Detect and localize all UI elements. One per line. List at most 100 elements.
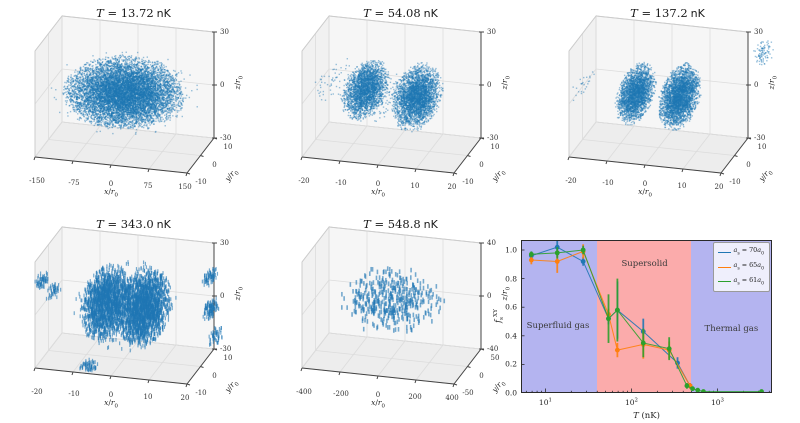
z-axis-label: z/r0	[500, 286, 512, 301]
region-label: Supersolid	[621, 259, 668, 270]
scatter3d-canvas	[0, 0, 267, 211]
z-tick-label: 0	[487, 292, 492, 300]
z-tick-label: 30	[220, 239, 229, 247]
ylabel-sup: XY	[492, 309, 499, 317]
z-axis-label: z/r0	[767, 75, 779, 90]
y-tick-label: 10	[223, 143, 233, 151]
y-tick-label: 0	[212, 371, 217, 380]
title-unit: nK	[690, 7, 705, 20]
y-tick-label: 50	[490, 354, 500, 362]
region-label: Thermal gas	[704, 323, 759, 334]
x-tick-label: 400	[445, 394, 459, 402]
title-unit: nK	[423, 218, 438, 231]
x-tick-label: 10	[677, 181, 687, 190]
title-value: = 13.72	[103, 6, 154, 20]
x-tick-label: -200	[333, 389, 349, 398]
x-axis-label: x/r0	[104, 187, 118, 199]
x-tick-label: 10	[143, 392, 153, 401]
panel-title: T = 54.08 nK	[267, 6, 534, 20]
x-tick-label: 200	[408, 392, 422, 401]
title-variable: T	[96, 217, 104, 231]
z-axis-label: z/r0	[233, 286, 245, 301]
z-tick-label: 40	[487, 239, 496, 247]
z-tick-label: 30	[487, 28, 496, 36]
legend-label: as = 61a0	[733, 275, 764, 286]
y-tick-label: 0.6	[505, 302, 517, 312]
x-tick-label: 75	[143, 181, 153, 190]
z-tick-label: 0	[754, 81, 759, 89]
x-tick-label: -20	[31, 388, 43, 396]
x-tick-mantissa: 10	[624, 397, 635, 407]
x-tick-label: 102	[625, 397, 638, 407]
y-tick-label: -10	[195, 389, 207, 397]
x-tick-label: -150	[29, 177, 45, 185]
scatter3d-canvas	[0, 211, 267, 422]
y-tick-label: -50	[462, 389, 474, 397]
z-axis-label: z/r0	[233, 75, 245, 90]
x-tick-label: 0	[108, 180, 114, 188]
region-label: Superfluid gas	[526, 320, 590, 331]
x-tick-label: 101	[539, 397, 552, 407]
legend-entry: as = 70a0	[717, 245, 764, 260]
ylabel-sub: s	[499, 316, 506, 320]
panel-title: T = 343.0 nK	[0, 217, 267, 231]
x-axis-label: x/r0	[371, 187, 385, 199]
z-tick-label: 0	[487, 81, 492, 89]
x-axis-label: x/r0	[104, 398, 118, 410]
scatter3d-panel-548.8nK: T = 548.8 nK -400 -200 0 200 400 -50 0 50 -40 0 40 x…	[267, 211, 534, 422]
scatter3d-canvas	[267, 211, 534, 422]
x-tick-exponent: 3	[720, 397, 724, 404]
x-tick-label: -10	[602, 178, 614, 187]
y-tick-label: 0	[479, 371, 484, 380]
x-tick-label: 0	[375, 180, 381, 188]
z-axis-label: z/r0	[500, 75, 512, 90]
x-tick-label: 0	[375, 391, 381, 399]
legend-entry: as = 61a0	[717, 275, 764, 290]
legend-label: as = 65a0	[733, 260, 764, 272]
x-axis-label: x/r0	[638, 187, 652, 199]
y-tick-label: 1.0	[505, 245, 517, 255]
x-tick-exponent: 1	[548, 397, 552, 404]
scatter3d-canvas	[267, 0, 534, 211]
x-tick-label: -10	[68, 389, 80, 398]
y-tick-label: 0	[746, 160, 751, 169]
panel-title: T = 137.2 nK	[534, 6, 800, 20]
x-tick-exponent: 2	[634, 397, 638, 404]
x-tick-label: 20	[447, 183, 457, 191]
z-tick-label: 0	[220, 292, 225, 300]
x-tick-label: 20	[180, 394, 190, 402]
title-value: = 548.8	[370, 217, 421, 231]
y-tick-label: 0.0	[505, 388, 517, 398]
legend-entry: as = 65a0	[717, 260, 764, 275]
title-value: = 343.0	[103, 217, 154, 231]
title-variable: T	[363, 6, 371, 20]
z-tick-label: 30	[220, 28, 229, 36]
x-tick-label: -75	[68, 178, 80, 187]
scatter3d-canvas	[534, 0, 800, 211]
title-unit: nK	[156, 218, 171, 231]
y-tick-label: 10	[757, 143, 767, 151]
xlabel-variable: T	[633, 411, 639, 421]
z-tick-label: -40	[487, 345, 499, 353]
x-axis-label: x/r0	[371, 398, 385, 410]
y-tick-label: -10	[195, 178, 207, 186]
y-tick-label: 10	[223, 354, 233, 362]
y-tick-label: -10	[729, 178, 741, 186]
legend-label: as = 70a0	[733, 246, 764, 257]
x-tick-mantissa: 10	[711, 397, 721, 407]
y-tick-label: 0.2	[505, 359, 517, 369]
panel-title: T = 13.72 nK	[0, 6, 267, 20]
x-tick-label: -20	[298, 177, 310, 185]
phase-xlabel: T (nK)	[521, 411, 772, 421]
z-tick-label: -30	[754, 134, 766, 142]
z-tick-label: -30	[220, 345, 232, 353]
x-tick-label: 103	[711, 397, 724, 407]
scatter3d-panel-137.2nK: T = 137.2 nK -20 -10 0 10 20 -10 0 10 -30 0 30 x/r0 y…	[534, 0, 800, 211]
phase-ylabel: fsXY	[493, 309, 505, 323]
x-tick-label: -10	[335, 178, 347, 187]
y-tick-label: 10	[490, 143, 500, 151]
legend-line-swatch	[717, 251, 731, 253]
title-value: = 137.2	[637, 6, 688, 20]
z-tick-label: -30	[487, 134, 499, 142]
